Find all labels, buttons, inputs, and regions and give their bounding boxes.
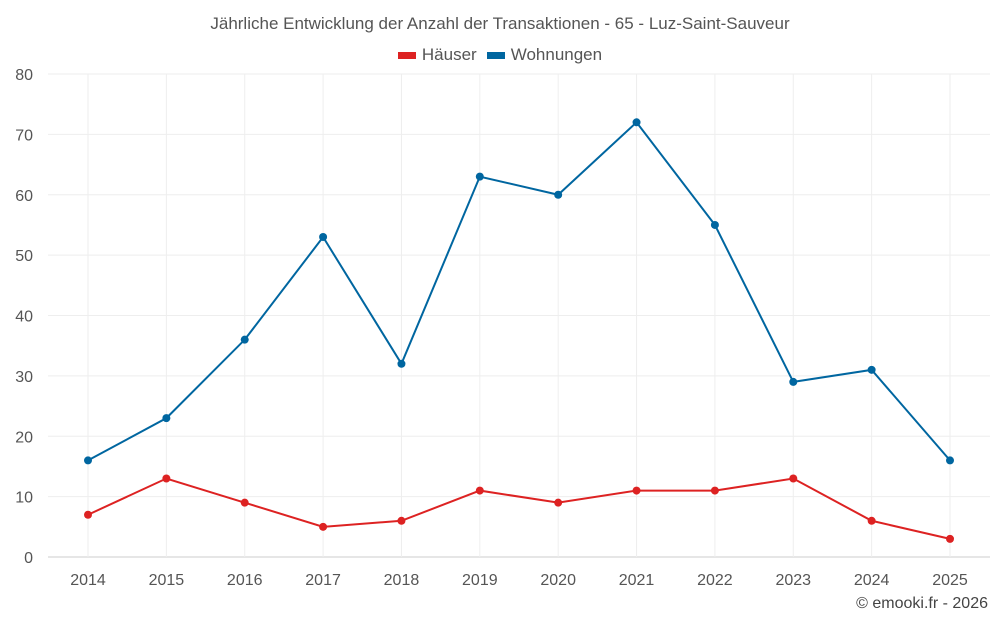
y-tick-label: 0	[24, 550, 33, 567]
y-tick-label: 50	[15, 248, 33, 265]
legend-label-haeuser: Häuser	[421, 45, 477, 64]
x-tick-label: 2021	[619, 572, 655, 589]
x-tick-label: 2022	[697, 572, 733, 589]
y-tick-label: 80	[15, 67, 33, 84]
x-tick-label: 2025	[932, 572, 968, 589]
data-point-haeuser	[397, 516, 406, 525]
data-point-wohnungen	[710, 220, 719, 229]
chart-title: Jährliche Entwicklung der Anzahl der Tra…	[210, 14, 790, 33]
x-tick-label: 2020	[540, 572, 576, 589]
legend-item-wohnungen[interactable]: Wohnungen	[486, 45, 603, 65]
x-tick-label: 2016	[227, 572, 263, 589]
data-point-wohnungen	[632, 118, 641, 127]
legend-item-haeuser[interactable]: Häuser	[397, 45, 477, 65]
y-tick-label: 40	[15, 309, 33, 326]
legend-swatch-haeuser	[397, 51, 416, 59]
data-point-wohnungen	[84, 456, 92, 465]
y-tick-label: 10	[15, 490, 33, 507]
legend-label-wohnungen: Wohnungen	[510, 45, 603, 64]
data-point-wohnungen	[162, 414, 171, 423]
data-point-wohnungen	[240, 335, 249, 344]
data-point-haeuser	[162, 474, 171, 483]
y-tick-label: 30	[15, 369, 33, 386]
data-point-wohnungen	[397, 359, 406, 368]
data-point-haeuser	[240, 498, 249, 507]
series-line-haeuser	[87, 477, 951, 540]
data-point-wohnungen	[789, 377, 798, 386]
data-point-wohnungen	[475, 172, 484, 181]
data-point-wohnungen	[554, 190, 563, 199]
legend: Häuser Wohnungen	[0, 45, 1000, 65]
data-point-haeuser	[710, 486, 719, 495]
x-tick-label: 2015	[149, 572, 185, 589]
series-line-wohnungen	[87, 120, 951, 462]
y-tick-label: 20	[15, 429, 33, 446]
data-point-haeuser	[319, 522, 328, 531]
data-point-haeuser	[554, 498, 563, 507]
credit: © emooki.fr - 2026	[856, 595, 988, 612]
x-tick-label: 2018	[384, 572, 420, 589]
x-tick-label: 2017	[305, 572, 341, 589]
y-tick-label: 60	[15, 188, 33, 205]
data-point-wohnungen	[946, 456, 954, 465]
data-point-haeuser	[946, 534, 954, 543]
data-point-haeuser	[632, 486, 641, 495]
data-point-haeuser	[475, 486, 484, 495]
data-point-haeuser	[84, 510, 92, 519]
data-point-haeuser	[789, 474, 798, 483]
x-tick-label: 2019	[462, 572, 498, 589]
legend-swatch-wohnungen	[486, 51, 505, 59]
data-point-haeuser	[867, 516, 876, 525]
y-tick-label: 70	[15, 127, 33, 144]
data-point-wohnungen	[867, 365, 876, 374]
data-point-wohnungen	[319, 233, 328, 242]
x-tick-label: 2014	[70, 572, 106, 589]
x-tick-label: 2023	[775, 572, 811, 589]
x-tick-label: 2024	[854, 572, 890, 589]
